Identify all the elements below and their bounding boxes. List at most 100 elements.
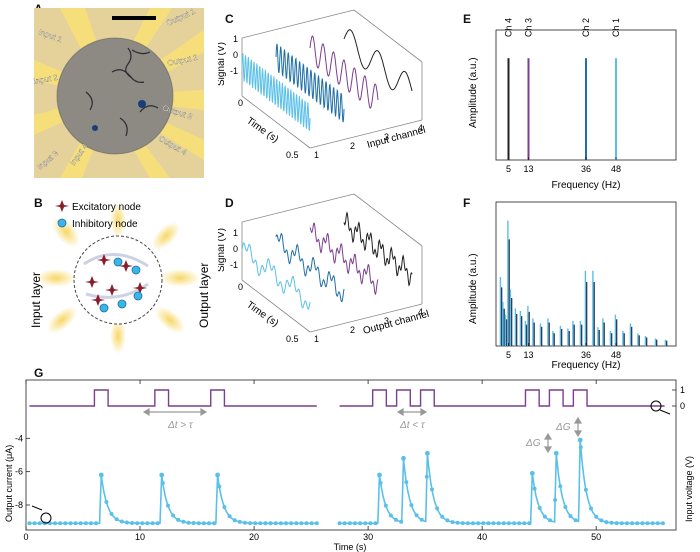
e-ylabel: Amplitude (a.u.)	[468, 57, 479, 128]
svg-text:0.5: 0.5	[286, 334, 299, 344]
g-current-point	[217, 484, 222, 489]
panel-label-b: B	[34, 196, 43, 210]
g-ytick-label: -8	[15, 500, 23, 510]
d-zlabel: Output channel	[362, 309, 430, 337]
f-bar-dark	[646, 337, 648, 346]
g-current-point	[73, 521, 78, 526]
f-bar-dark	[528, 311, 530, 346]
g-current-point	[135, 521, 140, 526]
c-waveforms	[241, 29, 413, 131]
d-waves-channel-4	[343, 211, 413, 287]
f-bar-dark	[516, 314, 518, 346]
g-current-point	[89, 521, 93, 526]
g-current-point	[248, 521, 253, 526]
f-bar	[654, 338, 657, 346]
g-current-point	[537, 506, 542, 510]
g-current-point	[294, 521, 299, 526]
e-bar-ch4	[507, 58, 510, 160]
g-current-point	[186, 520, 191, 525]
svg-text:3: 3	[384, 132, 389, 142]
g-current-point	[450, 520, 455, 525]
g-current-point	[347, 521, 352, 526]
panel-label-g: G	[34, 366, 44, 380]
device-photo: Input 1 Output 1 Output 2 Input 2 Output…	[33, 6, 204, 178]
g-current-point	[599, 518, 604, 523]
xtick-label: 48	[611, 350, 621, 360]
f-bar	[499, 277, 502, 346]
svg-text:1: 1	[314, 150, 319, 160]
f-bar-dark	[638, 335, 640, 346]
xtick-label: 13	[523, 164, 533, 174]
g-current-point	[268, 521, 273, 526]
g-ytick-right-label: 0	[680, 401, 685, 411]
g-current-point	[563, 505, 568, 509]
panel-label-c: C	[225, 12, 234, 26]
g-ytick-right-label: 1	[680, 385, 685, 395]
g-current-point	[342, 521, 347, 526]
g-current-point	[532, 486, 537, 491]
f-bar-dark	[521, 316, 523, 346]
g-current-point	[314, 521, 319, 526]
g-current-point	[284, 521, 288, 526]
g-current-point	[660, 521, 665, 526]
g-current-peak	[553, 450, 559, 456]
g-current-point	[527, 521, 532, 526]
e-channel-label: Ch 3	[524, 18, 534, 37]
svg-text:1: 1	[233, 34, 238, 44]
g-current-point	[583, 487, 588, 492]
input-layer-label: Input layer	[29, 272, 43, 328]
g-current-point	[491, 521, 496, 526]
f-bar-dark	[501, 287, 503, 346]
panel-label-d: D	[225, 196, 234, 210]
g-xtick-label: 40	[477, 532, 487, 542]
g-current-point	[625, 521, 629, 526]
g-input-pulses	[29, 389, 665, 407]
g-current-point	[27, 521, 32, 526]
g-current-peak	[577, 437, 583, 443]
c-waves-channel-2	[275, 43, 345, 123]
g-current-point	[104, 500, 109, 504]
f-bar-dark	[586, 282, 588, 346]
g-xtick-label: 30	[363, 532, 373, 542]
g-current-point	[486, 521, 491, 526]
f-bar	[504, 314, 507, 346]
electrode-glows	[36, 202, 200, 354]
g-current-point	[37, 521, 42, 526]
svg-text:Excitatory node: Excitatory node	[72, 202, 141, 213]
f-bar	[519, 310, 522, 346]
e-channel-label: Ch 4	[504, 18, 514, 37]
g-current-point	[542, 514, 547, 519]
g-current-point	[522, 521, 527, 526]
f-bar	[629, 323, 632, 346]
f-bar	[539, 323, 542, 346]
xtick-label: 36	[581, 350, 591, 360]
svg-text:0: 0	[238, 282, 243, 292]
g-current-point	[176, 517, 181, 522]
svg-text:4: 4	[418, 123, 423, 133]
c-waves-channel-4	[343, 29, 413, 92]
svg-text:4: 4	[418, 307, 423, 317]
g-current-point	[109, 511, 114, 516]
f-bar-dark	[666, 340, 668, 346]
f-bar	[552, 330, 554, 346]
g-current-point	[496, 521, 501, 526]
g-current-point	[635, 521, 640, 526]
g-current-point	[619, 521, 624, 526]
g-current-point	[368, 521, 373, 526]
svg-text:0.5: 0.5	[286, 150, 299, 160]
g-current-point	[573, 518, 578, 523]
g-current-point	[589, 506, 593, 511]
svg-text:0: 0	[238, 98, 243, 108]
g-current-point	[207, 521, 211, 526]
g-xlabel: Time (s)	[334, 542, 367, 552]
f-bar	[592, 270, 594, 346]
g-current-point	[94, 521, 99, 526]
g-current-point	[196, 521, 201, 526]
g-current-point	[501, 521, 506, 526]
g-left-axis-marker	[40, 512, 52, 524]
g-ann-dt-gt: Δt > τ	[167, 420, 194, 431]
g-current-peak	[401, 455, 406, 461]
f-bar	[622, 330, 624, 346]
g-current-peak	[215, 472, 220, 478]
network-boundary	[73, 235, 163, 325]
